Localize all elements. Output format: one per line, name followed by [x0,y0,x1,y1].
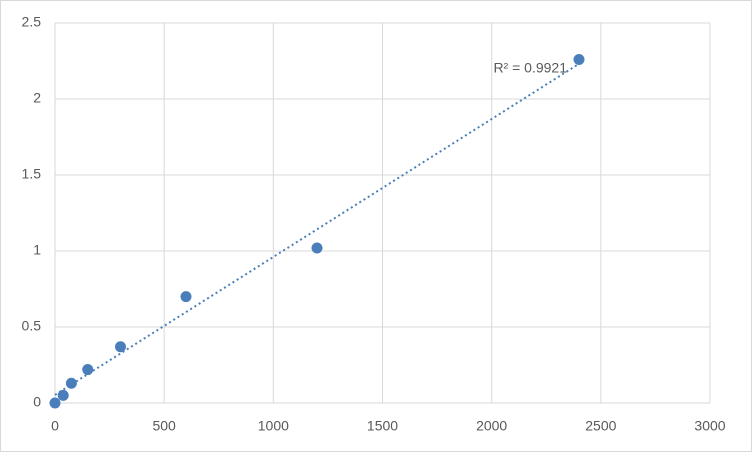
point [311,242,323,254]
trendline-label: R² = 0.9921 [493,60,567,76]
x-tick-label: 2000 [476,418,507,434]
x-tick-label: 1500 [367,418,398,434]
x-tick-label: 2500 [585,418,616,434]
point [82,364,94,376]
x-tick-label: 3000 [694,418,725,434]
y-tick-label: 0 [33,394,41,410]
point [115,341,126,353]
point [49,397,61,409]
y-tick-label: 2.5 [22,14,42,30]
x-tick-label: 1000 [258,418,289,434]
y-tick-label: 0.5 [22,318,42,334]
point [573,53,585,65]
trendline [54,62,580,396]
x-tick-label: 0 [51,418,59,434]
y-tick-label: 1.5 [22,166,42,182]
point [180,291,192,303]
x-tick-label: 500 [152,418,176,434]
point [65,377,77,389]
y-tick-label: 1 [33,242,41,258]
point [57,389,69,401]
y-tick-label: 2 [33,90,41,106]
